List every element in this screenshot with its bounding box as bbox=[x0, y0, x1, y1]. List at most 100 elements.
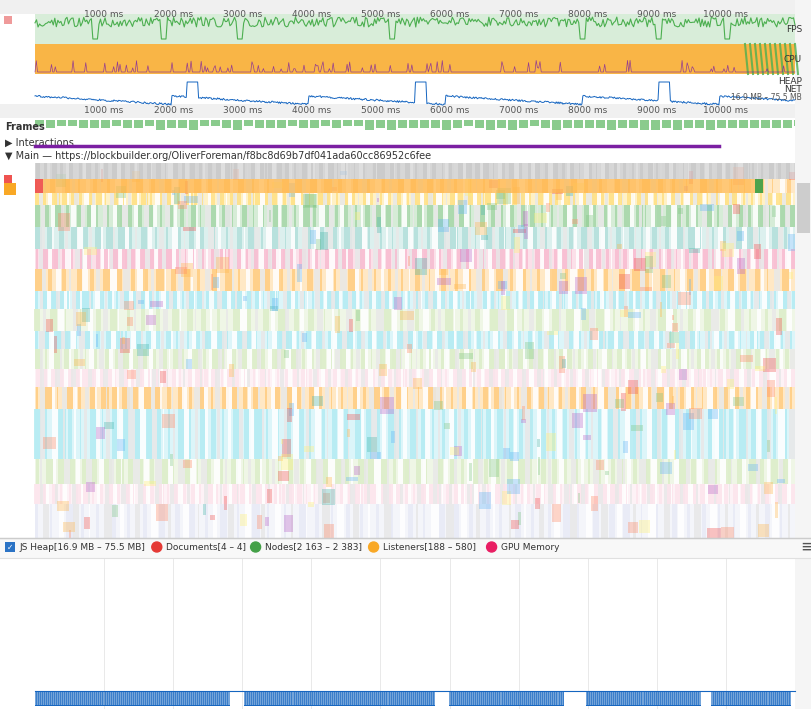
Bar bbox=[771, 227, 777, 249]
Bar bbox=[766, 369, 768, 387]
Bar bbox=[483, 309, 488, 331]
Bar bbox=[448, 291, 452, 309]
Bar bbox=[611, 349, 612, 369]
Bar bbox=[274, 179, 281, 193]
Bar bbox=[182, 387, 187, 409]
Bar bbox=[588, 163, 593, 179]
Bar bbox=[218, 227, 221, 249]
Bar bbox=[212, 484, 217, 504]
Bar bbox=[693, 193, 697, 205]
Bar bbox=[154, 193, 160, 205]
Bar bbox=[678, 369, 681, 387]
Bar bbox=[667, 193, 671, 205]
Bar bbox=[457, 387, 458, 409]
Bar bbox=[69, 484, 71, 504]
Bar bbox=[272, 298, 277, 311]
Bar bbox=[561, 369, 564, 387]
Bar bbox=[578, 331, 581, 349]
Bar bbox=[750, 179, 754, 193]
Bar bbox=[380, 397, 393, 414]
Bar bbox=[35, 369, 794, 387]
Bar bbox=[496, 190, 504, 199]
Bar bbox=[604, 309, 609, 331]
Bar bbox=[662, 275, 670, 288]
Bar bbox=[220, 193, 224, 205]
Bar bbox=[722, 369, 725, 387]
Bar bbox=[105, 484, 110, 504]
Bar bbox=[544, 269, 551, 291]
Bar bbox=[540, 484, 543, 504]
Bar bbox=[230, 193, 235, 205]
Bar bbox=[315, 249, 318, 269]
Bar bbox=[43, 309, 46, 331]
Bar bbox=[393, 409, 400, 459]
Bar bbox=[616, 459, 624, 484]
Bar bbox=[512, 193, 518, 205]
Bar bbox=[596, 291, 601, 309]
Bar bbox=[635, 484, 637, 504]
Bar bbox=[775, 369, 779, 387]
Bar bbox=[166, 387, 171, 409]
Bar bbox=[369, 291, 376, 309]
Bar bbox=[270, 306, 278, 311]
Bar bbox=[115, 349, 118, 369]
Bar bbox=[449, 193, 455, 205]
Bar bbox=[213, 291, 217, 309]
Bar bbox=[141, 227, 147, 249]
Bar bbox=[270, 387, 275, 409]
Bar bbox=[588, 205, 593, 227]
Bar bbox=[693, 249, 700, 269]
Bar bbox=[302, 227, 309, 249]
Bar bbox=[294, 163, 296, 179]
Bar bbox=[779, 179, 784, 193]
Bar bbox=[123, 349, 130, 369]
Bar bbox=[736, 259, 744, 274]
Bar bbox=[753, 244, 760, 259]
Bar bbox=[414, 309, 418, 331]
Bar bbox=[129, 291, 136, 309]
Bar bbox=[264, 517, 268, 526]
Bar bbox=[757, 484, 759, 504]
Bar bbox=[308, 249, 310, 269]
Bar bbox=[346, 309, 352, 331]
Bar bbox=[457, 193, 463, 205]
Bar bbox=[463, 409, 467, 459]
Bar bbox=[183, 227, 195, 231]
Bar bbox=[535, 309, 542, 331]
Bar bbox=[380, 387, 381, 409]
Bar bbox=[266, 331, 268, 349]
Bar bbox=[551, 227, 555, 249]
Bar bbox=[367, 331, 371, 349]
Bar bbox=[55, 205, 62, 227]
Bar bbox=[586, 387, 590, 409]
Bar bbox=[469, 349, 472, 369]
Bar bbox=[771, 179, 773, 193]
Bar bbox=[167, 504, 170, 540]
Bar bbox=[239, 484, 246, 504]
Bar bbox=[305, 409, 310, 459]
Bar bbox=[602, 409, 607, 459]
Bar bbox=[586, 504, 591, 540]
Bar bbox=[265, 269, 269, 291]
Bar bbox=[465, 178, 471, 196]
Bar bbox=[415, 504, 418, 540]
Bar bbox=[753, 331, 757, 349]
Bar bbox=[719, 193, 724, 205]
Bar bbox=[472, 369, 474, 387]
Bar bbox=[151, 331, 159, 349]
Bar bbox=[755, 409, 760, 459]
Bar bbox=[129, 484, 135, 504]
Bar bbox=[755, 387, 757, 409]
Bar bbox=[466, 291, 472, 309]
Bar bbox=[650, 269, 652, 291]
Bar bbox=[740, 227, 749, 249]
Bar bbox=[61, 205, 64, 227]
Bar bbox=[766, 459, 769, 484]
Bar bbox=[524, 409, 531, 459]
Bar bbox=[387, 459, 389, 484]
Bar bbox=[719, 387, 727, 409]
Bar bbox=[43, 249, 49, 269]
Bar bbox=[629, 331, 636, 349]
Bar bbox=[197, 269, 200, 291]
Bar bbox=[445, 504, 453, 540]
